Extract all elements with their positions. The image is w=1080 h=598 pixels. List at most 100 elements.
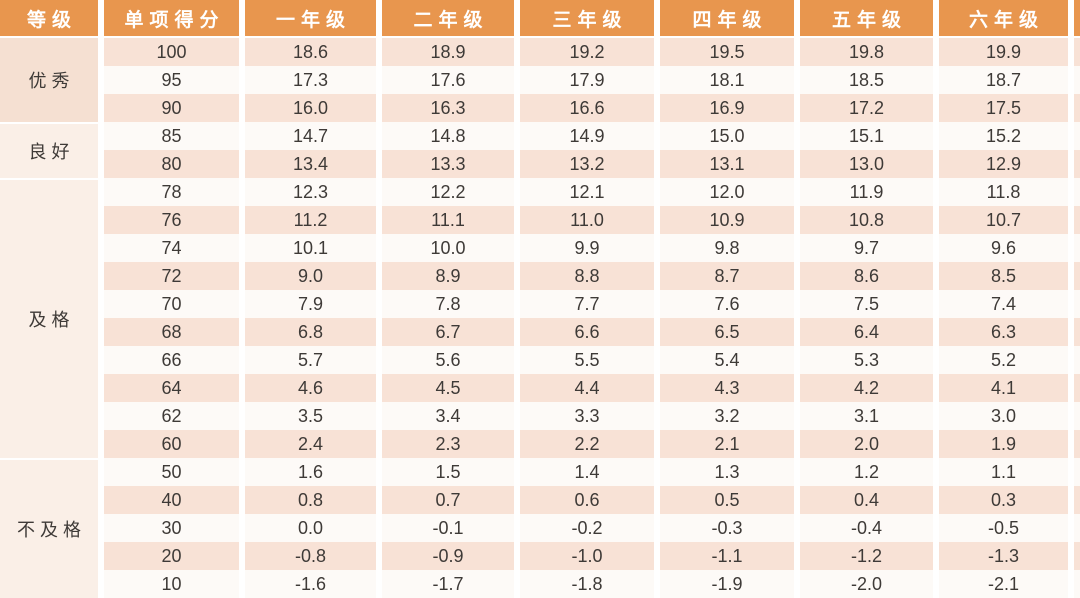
- score-cell: 60: [104, 430, 239, 458]
- value-cell: 6.3: [939, 318, 1068, 346]
- cutoff-sliver-cell: [1074, 542, 1080, 570]
- value-cell: 13.2: [520, 150, 654, 178]
- value-cell: 11.2: [245, 206, 376, 234]
- value-cell: -0.4: [800, 514, 933, 542]
- value-cell: -2.1: [939, 570, 1068, 598]
- value-cell: 16.0: [245, 94, 376, 122]
- score-cell: 72: [104, 262, 239, 290]
- cutoff-sliver-cell: [1074, 318, 1080, 346]
- score-cell: 20: [104, 542, 239, 570]
- value-cell: 10.8: [800, 206, 933, 234]
- value-cell: 14.7: [245, 122, 376, 150]
- value-cell: 8.9: [382, 262, 514, 290]
- value-cell: 3.0: [939, 402, 1068, 430]
- value-cell: 5.5: [520, 346, 654, 374]
- column-header-grade-5: 五年级: [800, 0, 933, 36]
- value-cell: 15.1: [800, 122, 933, 150]
- score-cell: 70: [104, 290, 239, 318]
- value-cell: 2.4: [245, 430, 376, 458]
- grade-group-cell-2: 良好: [0, 122, 98, 178]
- cutoff-sliver-cell: [1074, 402, 1080, 430]
- value-cell: 11.8: [939, 178, 1068, 206]
- cutoff-sliver-cell: [1074, 66, 1080, 94]
- value-cell: 8.6: [800, 262, 933, 290]
- value-cell: -1.7: [382, 570, 514, 598]
- value-cell: 11.0: [520, 206, 654, 234]
- value-cell: 0.0: [245, 514, 376, 542]
- value-cell: 12.9: [939, 150, 1068, 178]
- column-header-grade: 等级: [0, 0, 98, 36]
- value-cell: 4.6: [245, 374, 376, 402]
- score-cell: 100: [104, 38, 239, 66]
- score-cell: 50: [104, 458, 239, 486]
- value-cell: 13.3: [382, 150, 514, 178]
- column-header-cutoff-sliver: [1074, 0, 1080, 36]
- value-cell: 4.1: [939, 374, 1068, 402]
- value-cell: 8.7: [660, 262, 794, 290]
- value-cell: 4.2: [800, 374, 933, 402]
- value-cell: 18.6: [245, 38, 376, 66]
- value-cell: 12.2: [382, 178, 514, 206]
- score-cell: 64: [104, 374, 239, 402]
- cutoff-sliver-cell: [1074, 514, 1080, 542]
- value-cell: -1.1: [660, 542, 794, 570]
- value-cell: 1.9: [939, 430, 1068, 458]
- value-cell: 9.0: [245, 262, 376, 290]
- cutoff-sliver-cell: [1074, 570, 1080, 598]
- value-cell: 11.9: [800, 178, 933, 206]
- value-cell: 5.7: [245, 346, 376, 374]
- score-cell: 85: [104, 122, 239, 150]
- value-cell: 15.2: [939, 122, 1068, 150]
- value-cell: 8.5: [939, 262, 1068, 290]
- cutoff-sliver-cell: [1074, 290, 1080, 318]
- grade-group-cell-3: 及格: [0, 178, 98, 458]
- value-cell: 3.4: [382, 402, 514, 430]
- value-cell: 12.3: [245, 178, 376, 206]
- cutoff-sliver-cell: [1074, 346, 1080, 374]
- value-cell: 3.3: [520, 402, 654, 430]
- value-cell: 3.5: [245, 402, 376, 430]
- cutoff-sliver-cell: [1074, 38, 1080, 66]
- value-cell: 5.3: [800, 346, 933, 374]
- value-cell: 1.1: [939, 458, 1068, 486]
- value-cell: 6.4: [800, 318, 933, 346]
- value-cell: 10.9: [660, 206, 794, 234]
- value-cell: 17.9: [520, 66, 654, 94]
- value-cell: 3.2: [660, 402, 794, 430]
- score-cell: 74: [104, 234, 239, 262]
- value-cell: 17.6: [382, 66, 514, 94]
- value-cell: -1.2: [800, 542, 933, 570]
- column-header-grade-6: 六年级: [939, 0, 1068, 36]
- score-cell: 62: [104, 402, 239, 430]
- value-cell: -1.6: [245, 570, 376, 598]
- value-cell: -0.9: [382, 542, 514, 570]
- value-cell: 10.7: [939, 206, 1068, 234]
- value-cell: 2.3: [382, 430, 514, 458]
- cutoff-sliver-cell: [1074, 374, 1080, 402]
- value-cell: 11.1: [382, 206, 514, 234]
- value-cell: 16.9: [660, 94, 794, 122]
- value-cell: -1.0: [520, 542, 654, 570]
- score-cell: 30: [104, 514, 239, 542]
- value-cell: 4.4: [520, 374, 654, 402]
- value-cell: 17.5: [939, 94, 1068, 122]
- value-cell: 8.8: [520, 262, 654, 290]
- value-cell: 7.8: [382, 290, 514, 318]
- value-cell: 10.1: [245, 234, 376, 262]
- value-cell: 10.0: [382, 234, 514, 262]
- value-cell: 19.9: [939, 38, 1068, 66]
- value-cell: -1.8: [520, 570, 654, 598]
- value-cell: 1.2: [800, 458, 933, 486]
- value-cell: 19.2: [520, 38, 654, 66]
- column-header-grade-3: 三年级: [520, 0, 654, 36]
- value-cell: 4.3: [660, 374, 794, 402]
- value-cell: 18.9: [382, 38, 514, 66]
- value-cell: -0.2: [520, 514, 654, 542]
- score-cell: 78: [104, 178, 239, 206]
- cutoff-sliver-cell: [1074, 122, 1080, 150]
- grade-group-cell-4: 不及格: [0, 458, 98, 598]
- value-cell: 16.6: [520, 94, 654, 122]
- value-cell: 7.4: [939, 290, 1068, 318]
